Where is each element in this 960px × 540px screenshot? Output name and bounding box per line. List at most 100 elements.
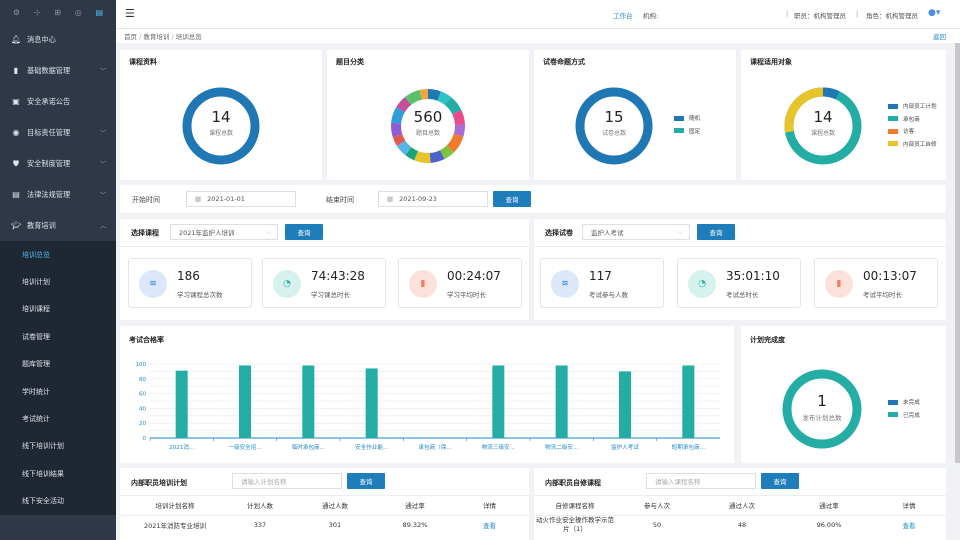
sidebar-subitem-hours[interactable]: 学时统计 xyxy=(0,377,116,406)
sidebar-item-education[interactable]: 🎓︎ 教育培训 ︿ xyxy=(0,210,116,241)
donut-label: 课程总数 xyxy=(208,130,233,137)
avatar[interactable]: ●▾ xyxy=(928,8,941,18)
bar[interactable] xyxy=(619,371,631,438)
grid-icon[interactable]: ⊞ xyxy=(54,7,61,17)
sidebar-subitem-exam-stats[interactable]: 考试统计 xyxy=(0,405,116,433)
card-title: 课程适用对象 xyxy=(750,58,792,66)
legend-item[interactable]: 内部员工自修 xyxy=(888,138,937,151)
self-study-query-button[interactable]: 查询 xyxy=(761,473,799,489)
breadcrumb-level1[interactable]: 教育培训 xyxy=(143,33,170,41)
donut-slice xyxy=(784,87,862,165)
donut-slice[interactable] xyxy=(437,91,452,106)
donut-slice[interactable] xyxy=(452,109,465,126)
legend-item[interactable]: 访客 xyxy=(888,125,937,138)
donut-slice[interactable] xyxy=(392,133,406,147)
scrollbar[interactable] xyxy=(955,43,960,463)
view-link[interactable]: 查看 xyxy=(902,521,916,530)
sidebar-subitem-offline-result[interactable]: 线下培训结果 xyxy=(0,460,116,488)
start-date-input[interactable]: ▦ 2021-01-01 xyxy=(186,191,296,207)
settings-icon[interactable]: ⚙ xyxy=(12,7,21,17)
donut-slice[interactable] xyxy=(419,89,429,100)
plan-name-input[interactable]: 请输入计划名称 xyxy=(232,473,342,489)
x-tick-label: 物流二级安... xyxy=(545,443,579,451)
topic-donut: 560 题目总数 xyxy=(388,86,468,166)
table-row: 2021年消防专业培训 337 301 89.32% 查看 xyxy=(120,515,529,534)
menu-toggle-icon[interactable]: ☰ xyxy=(125,7,135,20)
workbench-link[interactable]: 工作台 xyxy=(613,12,633,20)
plan-query-button[interactable]: 查询 xyxy=(347,473,385,489)
donut-slice[interactable] xyxy=(446,133,464,153)
date-query-button[interactable]: 查询 xyxy=(493,191,531,207)
x-tick-label: 临时承包商... xyxy=(292,443,326,451)
exam-select[interactable]: 监护人考试 ⌵ xyxy=(582,224,690,240)
legend-swatch xyxy=(888,103,898,109)
donut-slice[interactable] xyxy=(444,97,462,115)
donut-slice[interactable] xyxy=(439,145,454,160)
x-tick-label: 2021消... xyxy=(169,443,194,451)
bar[interactable] xyxy=(555,365,568,438)
chevron-down-icon: ﹀ xyxy=(99,161,106,168)
self-study-panel: 内部职员自修课程 请输入课程名称 查询 自修课程名称 参与人次 通过人次 通过率… xyxy=(534,468,946,540)
target-icon[interactable]: ◎ xyxy=(74,7,82,17)
bar[interactable] xyxy=(492,365,505,438)
course-query-button[interactable]: 查询 xyxy=(285,224,323,240)
sidebar-subitem-plan[interactable]: 培训计划 xyxy=(0,268,116,296)
y-tick-label: 80 xyxy=(139,377,146,383)
donut-slice[interactable] xyxy=(453,124,465,137)
donut-slice[interactable] xyxy=(429,150,445,163)
sidebar-subitem-question-bank[interactable]: 题库管理 xyxy=(0,350,116,378)
legend-item[interactable]: 内部员工计划 xyxy=(888,100,937,113)
y-tick-label: 40 xyxy=(139,406,146,412)
exam-query-button[interactable]: 查询 xyxy=(697,224,735,240)
donut-slice[interactable] xyxy=(427,89,442,101)
sidebar-item-target-responsibility[interactable]: ◉ 目标责任管理 ﹀ xyxy=(0,117,116,148)
donut-slice xyxy=(575,87,653,165)
main-content: ☰ 工作台 机构: | 职员：机构管理员 | 角色：机构管理员 ●▾ 首页 / … xyxy=(116,0,960,540)
legend-item[interactable]: 未完成 xyxy=(888,396,920,409)
sidebar-subitem-overview[interactable]: 培训总览 xyxy=(0,241,116,269)
bar[interactable] xyxy=(175,370,188,438)
course-name-input[interactable]: 请输入课程名称 xyxy=(646,473,756,489)
donut-slice[interactable] xyxy=(405,147,419,161)
legend-item[interactable]: 固定 xyxy=(674,125,700,138)
sidebar-subitem-offline-plan[interactable]: 线下培训计划 xyxy=(0,432,116,461)
donut-slice[interactable] xyxy=(391,107,405,124)
sidebar-item-laws[interactable]: ▤ 法律法规管理 ﹀ xyxy=(0,179,116,210)
donut-slice xyxy=(784,87,862,165)
plan-donut: 1 发布计划总数 xyxy=(781,368,863,450)
bar[interactable] xyxy=(682,365,695,438)
donut-slice[interactable] xyxy=(396,97,412,113)
sidebar-item-basic-data[interactable]: ▮ 基础数据管理 ﹀ xyxy=(0,55,116,86)
legend-item[interactable]: 已完成 xyxy=(888,409,920,422)
course-select[interactable]: 2021年监护人培训 ⌵ xyxy=(170,224,278,240)
sidebar-subitem-paper[interactable]: 试卷管理 xyxy=(0,323,116,351)
legend-item[interactable]: 随机 xyxy=(674,112,700,125)
legend-swatch xyxy=(888,412,898,418)
bar[interactable] xyxy=(302,365,315,438)
donut-slice[interactable] xyxy=(391,122,403,138)
sidebar-item-messages[interactable]: 🔔︎ 消息中心 xyxy=(0,24,116,55)
back-link[interactable]: 返回 xyxy=(933,33,946,41)
donut-slice[interactable] xyxy=(396,140,412,156)
bar[interactable] xyxy=(239,365,251,438)
donut-slice[interactable] xyxy=(404,89,423,106)
x-tick-label: 短期承包商... xyxy=(672,443,706,451)
divider: | xyxy=(786,10,789,18)
exam-stats-panel: 选择试卷 监护人考试 ⌵ 查询 ≋ 117 考试参与人数 ◔ 35:01:10 考试总时长… xyxy=(534,219,946,320)
breadcrumb-home[interactable]: 首页 xyxy=(124,33,137,41)
chevron-down-icon: ⌵ xyxy=(678,227,683,236)
card-title: 试卷命题方式 xyxy=(543,58,585,66)
sidebar-item-safety-commitment[interactable]: ▣ 安全承诺公告 xyxy=(0,86,116,117)
legend-item[interactable]: 承包商 xyxy=(888,113,937,126)
network-icon[interactable]: ⊹ xyxy=(33,7,41,17)
bar[interactable] xyxy=(365,368,378,438)
sidebar-item-safety-system[interactable]: ⛊ 安全制度管理 ﹀ xyxy=(0,148,116,179)
donut-slice[interactable] xyxy=(414,150,431,163)
view-link[interactable]: 查看 xyxy=(483,521,496,530)
book-icon[interactable]: ▤ xyxy=(95,7,104,17)
end-date-input[interactable]: ▦ 2021-09-23 xyxy=(378,191,488,207)
sidebar-subitem-course[interactable]: 培训课程 xyxy=(0,295,116,324)
sidebar-subitem-offline-activity[interactable]: 线下安全活动 xyxy=(0,487,116,515)
donut-slice xyxy=(782,369,862,449)
stat-card-study-total-time: ◔ 74:43:28 学习课总时长 xyxy=(262,258,386,308)
